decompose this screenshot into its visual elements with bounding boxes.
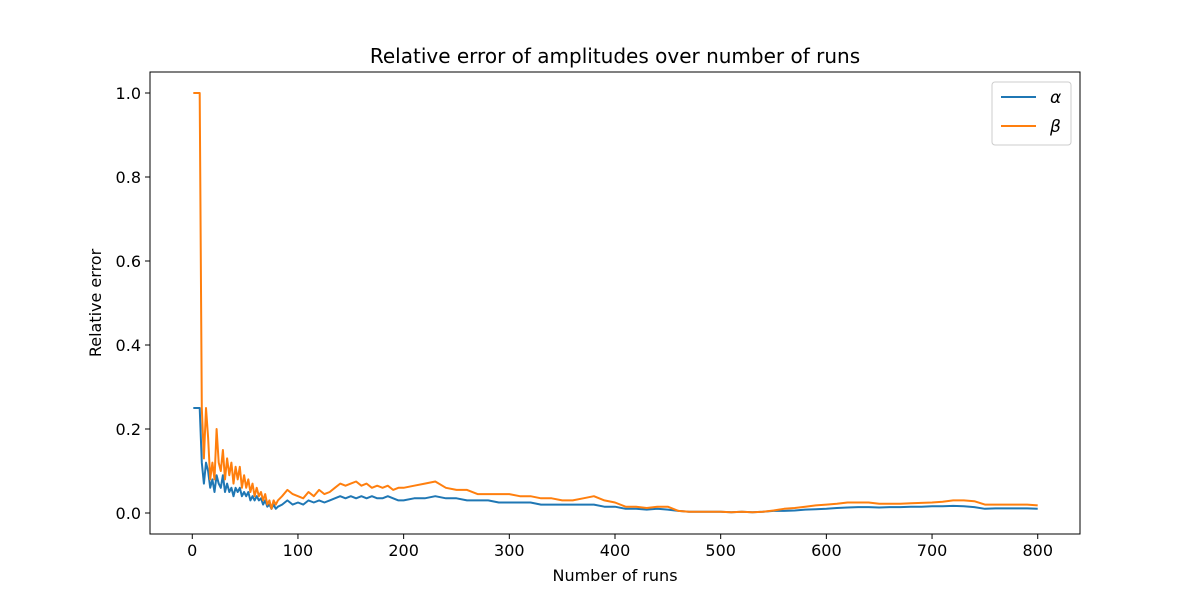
- x-axis-ticks: 0 100 200 300 400 500 600 700 800: [187, 534, 1053, 560]
- x-tick-label: 100: [283, 541, 314, 560]
- x-tick-label: 200: [388, 541, 419, 560]
- series-line-beta: [193, 92, 1038, 514]
- axes-frame: [149, 71, 1081, 535]
- y-axis-ticks: 0.0 0.2 0.4 0.6 0.8 1.0: [116, 84, 150, 523]
- x-tick-label: 500: [705, 541, 736, 560]
- legend: α β: [991, 81, 1072, 146]
- series-layer: [193, 92, 1038, 514]
- y-axis-label: Relative error: [86, 248, 105, 357]
- x-tick-label: 700: [917, 541, 948, 560]
- chart-title: Relative error of amplitudes over number…: [370, 44, 860, 68]
- x-tick-label: 800: [1022, 541, 1053, 560]
- y-tick-label: 0.8: [116, 168, 141, 187]
- x-tick-label: 0: [187, 541, 197, 560]
- x-tick-label: 600: [811, 541, 842, 560]
- x-tick-label: 400: [600, 541, 631, 560]
- legend-alpha-label: α: [1050, 88, 1061, 108]
- y-tick-label: 1.0: [116, 84, 141, 103]
- x-axis-label: Number of runs: [552, 566, 677, 585]
- legend-beta-label: β: [1049, 117, 1061, 137]
- y-tick-label: 0.0: [116, 504, 141, 523]
- y-tick-label: 0.4: [116, 336, 141, 355]
- y-tick-label: 0.6: [116, 252, 141, 271]
- x-tick-label: 300: [494, 541, 525, 560]
- series-line-alpha: [193, 407, 1038, 514]
- y-tick-label: 0.2: [116, 420, 141, 439]
